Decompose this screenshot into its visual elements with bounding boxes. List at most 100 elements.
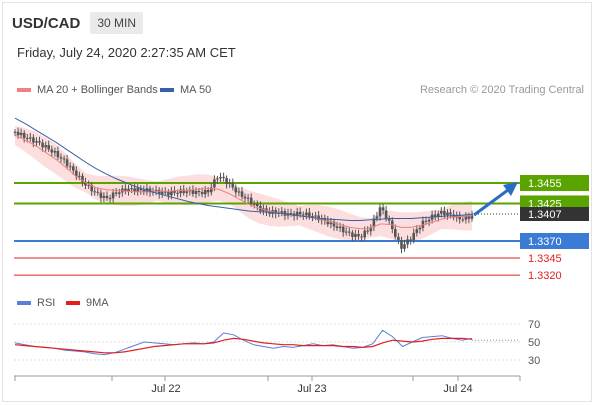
candle-body [406,239,409,245]
candle-body [433,214,437,218]
candle-body [400,240,403,249]
candle-body [231,182,235,188]
candle-body [50,149,54,153]
candle-body [93,191,96,193]
candle-body [219,176,222,179]
ma9-legend: 9MA [66,297,109,309]
candle-body [59,157,63,159]
candle-body [234,187,238,193]
candle-body [443,210,446,216]
level-label-1.3345: 1.3345 [528,253,562,265]
candle-body [206,190,210,193]
candle-body [81,175,84,182]
candle-body [289,213,293,215]
candle-body [341,226,345,233]
candle-body [464,215,468,220]
candle-body [102,195,106,198]
forecast-arrow-shaft [473,188,509,217]
candle-body [35,141,38,143]
candle-body [136,188,139,192]
rsi-tick-50: 50 [528,337,540,349]
candle-body [118,192,121,194]
candle-body [19,132,23,136]
candle-body [87,184,90,186]
rsi-swatch [17,301,31,305]
candle-body [366,230,369,232]
candle-body [369,227,373,232]
candle-body [176,192,179,194]
candle-body [114,192,118,194]
candle-body [96,191,100,193]
candle-body [191,189,195,194]
level-label-1.3320: 1.3320 [528,270,562,282]
candle-body [237,191,241,193]
candle-body [378,207,382,217]
candle-body [397,236,400,240]
candle-body [409,239,412,241]
candle-body [38,141,41,143]
candle-body [72,166,75,171]
candle-body [44,145,47,148]
candle-body [127,188,130,192]
candle-body [252,203,256,205]
candle-body [170,190,173,196]
candle-body [363,230,366,238]
candle-body [56,151,60,158]
rsi-legend: RSI [17,297,55,309]
candle-body [133,188,136,192]
candle-body [384,210,388,220]
symbol-title: USD/CAD [12,14,81,32]
9ma-line [14,337,473,354]
candle-body [467,215,471,219]
candle-body [99,192,103,198]
candle-body [179,189,182,194]
candle-body [53,151,57,153]
candle-body [470,215,474,219]
x-tick-label: Jul 22 [151,383,180,395]
current-price-tag [520,207,589,221]
copyright-label: Research © 2020 Trading Central [419,84,584,96]
candle-body [335,226,339,228]
ma50-legend: MA 50 [160,84,211,96]
candle-body [403,244,406,249]
candle-body [243,196,247,199]
candle-body [446,212,449,216]
candle-body [418,227,422,230]
candle-body [108,198,112,200]
candle-body [458,214,461,220]
candle-body [298,211,302,215]
candle-body [130,188,133,190]
candle-body [348,231,351,233]
candle-body [124,188,127,192]
candle-body [351,232,354,237]
x-tick-label: Jul 24 [443,383,472,395]
candle-body [29,137,32,139]
ma50-swatch [160,88,174,92]
candle-body [194,191,198,194]
candle-body [75,170,78,177]
candle-body [185,191,189,194]
candle-body [167,192,170,196]
candle-body [22,132,26,138]
datetime-label: Friday, July 24, 2020 2:27:35 AM CET [17,45,236,60]
candle-body [228,182,231,184]
candle-body [111,192,115,199]
candle-body [427,219,431,222]
candle-body [222,176,225,179]
candle-body [32,137,35,143]
level-tag-1.3370 [520,233,589,249]
candle-body [41,142,44,148]
candle-body [68,166,72,168]
candle-body [164,191,167,193]
candle-body [308,212,311,217]
candle-body [329,221,333,225]
candle-body [314,215,317,217]
level-label-1.3455: 1.3455 [528,178,562,190]
candle-body [415,229,419,233]
candle-body [16,131,20,136]
timeframe-badge[interactable]: 30 MIN [90,12,144,34]
candle-body [213,179,216,188]
forecast-arrow-head [503,182,518,196]
candle-body [105,195,109,199]
candle-body [197,191,201,192]
